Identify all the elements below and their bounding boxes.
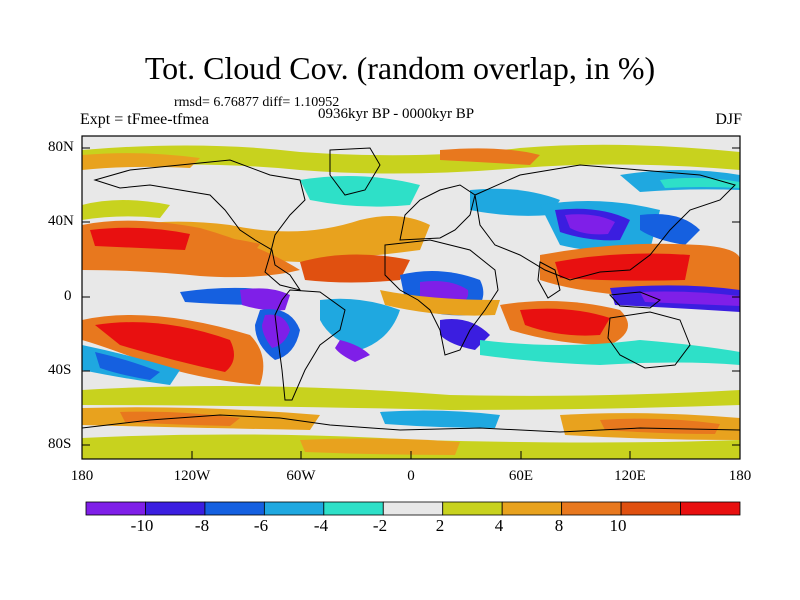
axis-ticks	[81, 147, 741, 459]
colorbar-swatch	[501, 501, 563, 516]
colorbar-label: 8	[554, 516, 564, 535]
anomaly-field	[82, 144, 740, 459]
colorbar-label: -6	[253, 516, 269, 535]
lon-tick-label: 180	[70, 468, 94, 484]
lat-tick-label: 80N	[48, 139, 74, 155]
colorbar-swatch	[442, 501, 503, 516]
colorbar-swatch	[145, 501, 206, 516]
lon-tick-label: 0	[407, 468, 415, 484]
colorbar-swatch	[382, 501, 444, 516]
season-label: DJF	[715, 111, 742, 128]
period-label: 0936kyr BP - 0000kyr BP	[318, 106, 475, 122]
experiment-label: Expt = tFmee-tfmea	[80, 111, 209, 128]
lon-tick-label: 180	[728, 468, 752, 484]
colorbar-swatch	[204, 501, 265, 516]
colorbar-label: -2	[372, 516, 388, 535]
lon-tick-label: 120E	[614, 468, 646, 484]
coastlines	[82, 147, 740, 433]
colorbar-label: -8	[194, 516, 210, 535]
colorbar-label: 2	[435, 516, 445, 535]
lon-tick-label: 60W	[286, 468, 316, 484]
colorbar-swatch	[620, 501, 681, 516]
colorbar-swatch	[680, 501, 741, 516]
colorbar-label: 10	[609, 516, 627, 535]
colorbar-label: -4	[313, 516, 329, 535]
colorbar-swatch	[323, 501, 384, 516]
colorbar-swatch	[263, 501, 325, 516]
lat-tick-label: 40S	[48, 362, 72, 378]
lat-tick-label: 0	[64, 288, 72, 304]
lon-tick-label: 120W	[173, 468, 211, 484]
colorbar-swatch	[561, 501, 622, 516]
colorbar-label: -10	[130, 516, 154, 535]
lon-tick-label: 60E	[508, 468, 534, 484]
lat-tick-label: 80S	[48, 436, 72, 452]
colorbar-swatch	[85, 501, 146, 516]
colorbar-label: 4	[494, 516, 504, 535]
stats-text: rmsd= 6.76877 diff= 1.10952	[174, 95, 340, 110]
chart-title: Tot. Cloud Cov. (random overlap, in %)	[144, 50, 656, 86]
lat-tick-label: 40N	[48, 213, 74, 229]
colorbar	[85, 501, 741, 516]
